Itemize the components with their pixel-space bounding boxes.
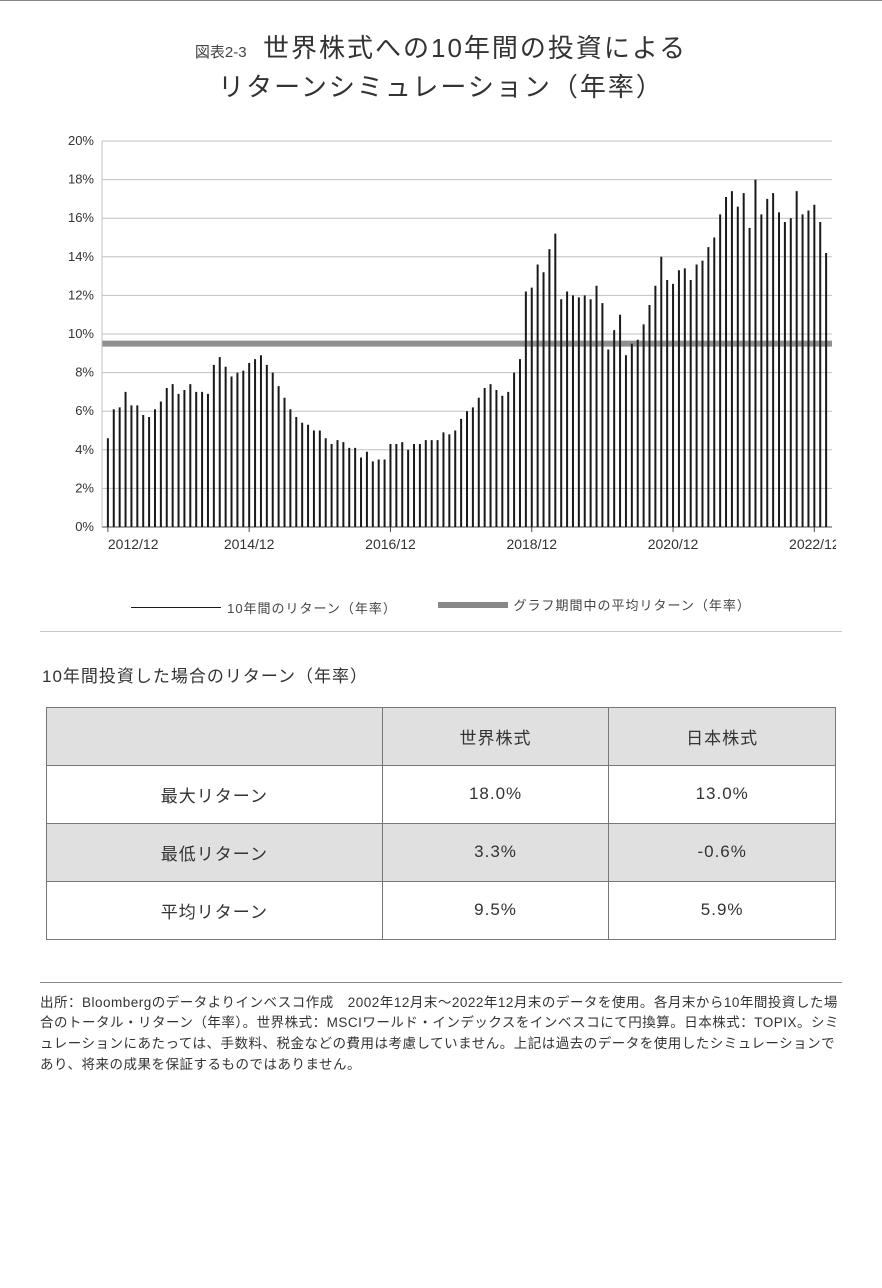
cell-world: 9.5%: [382, 881, 609, 939]
svg-text:8%: 8%: [75, 365, 94, 380]
footnote-text: 出所：Bloombergのデータよりインベスコ作成 2002年12月末〜2022…: [40, 993, 842, 1077]
svg-text:18%: 18%: [68, 172, 94, 187]
table-header-row: 世界株式 日本株式: [47, 707, 836, 765]
cell-world: 3.3%: [382, 823, 609, 881]
figure-title-line1: 世界株式への10年間の投資による: [263, 33, 687, 63]
legend-bars-label: 10年間のリターン（年率）: [227, 598, 397, 617]
legend-avg-icon: [438, 602, 508, 608]
return-chart: 0% 2% 4% 6% 8% 10% 12% 14% 16% 18% 20% 2012/12 2014/…: [46, 135, 836, 575]
figure-number: 図表2-3: [195, 44, 247, 61]
svg-text:2012/12: 2012/12: [108, 536, 159, 552]
chart-legend: 10年間のリターン（年率） グラフ期間中の平均リターン（年率）: [40, 595, 842, 617]
svg-text:2020/12: 2020/12: [648, 536, 699, 552]
row-label: 最低リターン: [47, 823, 383, 881]
legend-bars: 10年間のリターン（年率）: [131, 598, 397, 617]
svg-text:2022/12: 2022/12: [789, 536, 836, 552]
legend-avg-label: グラフ期間中の平均リターン（年率）: [514, 595, 751, 614]
figure-title-line2: リターンシミュレーション（年率）: [218, 72, 664, 102]
row-label: 平均リターン: [47, 881, 383, 939]
svg-text:6%: 6%: [75, 403, 94, 418]
return-table: 世界株式 日本株式 最大リターン18.0%13.0%最低リターン3.3%-0.6…: [46, 707, 836, 940]
table-row: 平均リターン9.5%5.9%: [47, 881, 836, 939]
svg-text:12%: 12%: [68, 287, 94, 302]
cell-japan: -0.6%: [609, 823, 836, 881]
cell-japan: 13.0%: [609, 765, 836, 823]
footnote-separator: [40, 982, 842, 983]
legend-avgline: グラフ期間中の平均リターン（年率）: [438, 595, 751, 614]
svg-text:2016/12: 2016/12: [365, 536, 416, 552]
svg-text:2018/12: 2018/12: [506, 536, 557, 552]
figure-title: 図表2-3 世界株式への10年間の投資による リターンシミュレーション（年率）: [40, 29, 842, 107]
row-label: 最大リターン: [47, 765, 383, 823]
svg-text:10%: 10%: [68, 326, 94, 341]
svg-text:4%: 4%: [75, 442, 94, 457]
cell-japan: 5.9%: [609, 881, 836, 939]
table-row: 最大リターン18.0%13.0%: [47, 765, 836, 823]
svg-text:16%: 16%: [68, 210, 94, 225]
table-title: 10年間投資した場合のリターン（年率）: [42, 662, 842, 687]
table-col-blank: [47, 707, 383, 765]
svg-text:2014/12: 2014/12: [224, 536, 275, 552]
table-row: 最低リターン3.3%-0.6%: [47, 823, 836, 881]
table-col-world: 世界株式: [382, 707, 609, 765]
chart-svg: 0% 2% 4% 6% 8% 10% 12% 14% 16% 18% 20% 2012/12 2014/…: [46, 135, 836, 575]
svg-text:2%: 2%: [75, 480, 94, 495]
svg-text:0%: 0%: [75, 519, 94, 534]
table-col-japan: 日本株式: [609, 707, 836, 765]
cell-world: 18.0%: [382, 765, 609, 823]
section-separator: [40, 631, 842, 632]
svg-text:14%: 14%: [68, 249, 94, 264]
legend-line-icon: [131, 607, 221, 608]
svg-text:20%: 20%: [68, 135, 94, 148]
